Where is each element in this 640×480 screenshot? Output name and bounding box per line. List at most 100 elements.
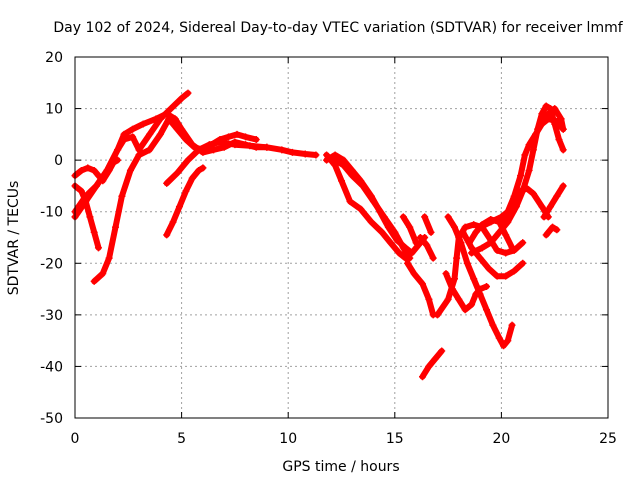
data-point [263,143,271,151]
x-axis-label: GPS time / hours [282,459,399,475]
data-point [94,244,102,252]
y-axis-tick-labels: -50 -40 -30 -20 -10 0 10 20 [40,50,63,427]
data-point [231,141,239,149]
data-point [493,272,501,280]
data-point [461,306,469,314]
x-tick-label: 0 [71,431,80,447]
data-series [71,89,567,381]
data-point [416,234,424,241]
data-point [549,223,557,231]
data-point [195,166,203,174]
data-point [129,133,137,141]
data-point [457,239,465,247]
data-point [216,138,224,146]
data-point [163,179,171,187]
data-point [517,172,525,180]
data-point [182,187,190,195]
data-point [156,130,164,138]
series-line [541,182,567,220]
data-point [233,130,241,138]
data-point [184,156,192,164]
x-tick-label: 20 [492,431,510,447]
data-point [77,187,85,195]
data-point [476,254,484,262]
series-arc-18 [444,213,516,350]
data-point [538,203,546,211]
x-tick-label: 25 [599,431,617,447]
data-point [450,275,458,283]
series-arc-3 [71,89,192,221]
data-point [555,136,563,144]
data-point [86,213,94,221]
series-arc-25 [542,223,561,239]
y-tick-label: -40 [40,359,63,375]
grid [75,57,608,418]
data-point [542,102,550,110]
series-arc-11 [399,213,420,247]
data-point [532,130,540,138]
data-point [348,172,356,180]
data-point [502,272,510,280]
y-tick-label: -10 [40,205,63,221]
data-point [205,141,213,149]
data-point [431,355,439,363]
x-tick-label: 10 [279,431,297,447]
series-arc-15 [416,234,437,262]
data-point [126,166,134,174]
data-point [114,146,122,154]
data-point [557,115,565,123]
data-point [502,231,510,239]
data-point [504,337,512,345]
data-point [184,89,192,97]
series-line [498,185,552,225]
data-point [346,197,354,205]
data-point [182,136,190,144]
data-point [338,177,345,185]
data-point [173,125,181,133]
series-arc-26 [540,182,567,221]
y-axis-label: SDTVAR / TECUs [6,181,22,296]
y-tick-label: -50 [40,411,63,427]
y-tick-label: 0 [54,153,63,169]
data-point [517,187,525,195]
data-point [508,244,516,252]
data-point [444,295,452,303]
y-tick-label: -20 [40,256,63,272]
data-point [90,228,98,236]
series-line [468,103,567,256]
data-point [421,213,429,221]
data-point [412,239,420,247]
data-point [461,223,469,231]
data-point [399,244,407,252]
data-point [425,295,433,303]
series-line [421,213,434,236]
data-point [438,347,446,355]
data-point [92,182,100,190]
data-point [399,213,407,221]
data-point [105,254,113,262]
series-arc-10 [331,156,414,262]
series-arc-5 [90,115,260,285]
plot-area-frame [74,56,609,419]
data-point [559,125,567,133]
data-point [252,136,260,144]
data-point [502,249,510,257]
chart-title: Day 102 of 2024, Sidereal Day-to-day VTE… [53,20,623,36]
series-arc-23 [497,185,552,226]
series-line [419,348,445,380]
data-point [450,223,458,231]
data-point [453,254,461,262]
data-point [323,151,331,159]
data-point [559,146,567,154]
data-point [84,164,92,172]
y-tick-label: 20 [45,50,63,66]
data-point [419,280,427,288]
data-point [419,373,427,381]
data-point [495,334,503,342]
data-point [519,239,527,247]
y-tick-label: -30 [40,308,63,324]
y-tick-label: 10 [45,102,63,118]
data-point [525,141,533,149]
data-point [444,213,452,221]
